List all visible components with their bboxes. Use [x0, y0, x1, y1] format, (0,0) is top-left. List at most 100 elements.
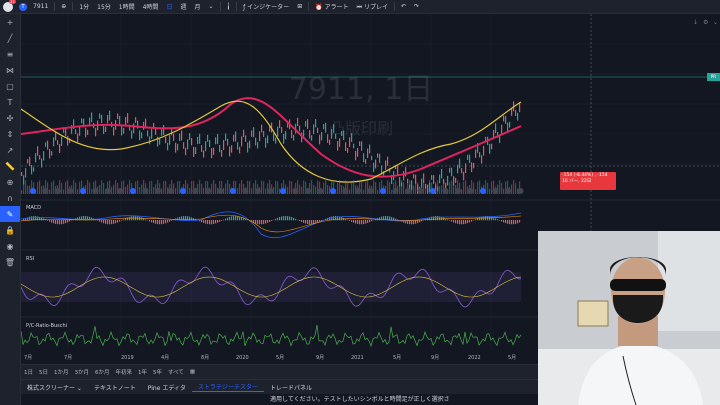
event-marker[interactable] [330, 188, 336, 194]
event-marker[interactable] [142, 188, 149, 194]
redo-icon[interactable]: ↷ [413, 3, 420, 10]
event-marker[interactable] [417, 188, 424, 194]
user-avatar[interactable]: 11 [3, 0, 16, 12]
magnet-icon[interactable]: ∩ [7, 193, 13, 203]
range-all[interactable]: すべて [168, 370, 184, 376]
event-marker[interactable] [392, 188, 399, 194]
interval-1mo[interactable]: 月 [194, 4, 201, 11]
interval-1d[interactable]: 日 [166, 4, 173, 11]
range-3m[interactable]: 3か月 [74, 370, 90, 376]
range-6m[interactable]: 6か月 [95, 370, 110, 376]
settings-gear-icon[interactable]: ⚙ [703, 19, 708, 26]
prediction-tool-icon[interactable]: ✣ [6, 113, 14, 123]
event-marker[interactable] [117, 188, 124, 194]
layout-grid-icon[interactable]: ⊞ [297, 3, 303, 10]
event-marker[interactable] [67, 188, 74, 194]
event-marker[interactable] [217, 188, 224, 194]
event-marker[interactable] [105, 188, 111, 194]
event-marker[interactable] [130, 188, 136, 194]
macd-bar [439, 216, 441, 221]
event-marker[interactable] [442, 188, 449, 194]
event-marker[interactable] [280, 188, 286, 194]
event-marker[interactable] [192, 188, 199, 194]
candle [113, 127, 115, 136]
tab-screener[interactable]: 株式スクリーナー ⌄ [27, 384, 82, 392]
crosshair-tool-icon[interactable]: + [6, 17, 14, 27]
alert-button[interactable]: ⏰ アラート [315, 4, 349, 11]
event-marker[interactable] [380, 188, 386, 194]
event-marker[interactable] [492, 188, 499, 194]
zoom-in-icon[interactable]: ⊕ [6, 177, 14, 187]
event-marker[interactable] [367, 188, 374, 194]
trendline-tool-icon[interactable]: ╱ [7, 33, 13, 43]
event-marker[interactable] [355, 188, 361, 194]
lock-icon[interactable]: 🔒 [5, 225, 15, 235]
tab-trading-panel[interactable]: トレードパネル [269, 384, 312, 392]
compare-plus-icon[interactable]: ⊕ [61, 3, 67, 10]
ruler-tool-icon[interactable]: 📏 [5, 161, 15, 171]
measure-range-icon[interactable]: ⇕ [6, 129, 14, 139]
shape-tool-icon[interactable]: ▢ [6, 81, 14, 91]
candle [275, 137, 277, 144]
event-marker[interactable] [30, 188, 36, 194]
event-marker[interactable] [342, 188, 349, 194]
range-1y[interactable]: 1年 [138, 370, 148, 376]
candle [285, 131, 287, 140]
range-1m[interactable]: 1か月 [54, 370, 69, 376]
event-marker[interactable] [205, 188, 211, 194]
event-marker[interactable] [305, 188, 311, 194]
undo-icon[interactable]: ↶ [400, 3, 406, 10]
fib-tool-icon[interactable]: ≡ [6, 49, 14, 59]
visibility-eye-icon[interactable]: ◉ [6, 241, 14, 251]
event-marker[interactable] [430, 188, 436, 194]
macd-bar [239, 216, 241, 221]
event-marker[interactable] [167, 188, 174, 194]
text-tool-icon[interactable]: T [7, 97, 13, 107]
scroll-down-icon[interactable]: ↓ [693, 19, 698, 26]
event-marker[interactable] [255, 188, 261, 194]
tab-strategy-tester[interactable]: ストラテジーテスター [191, 382, 264, 392]
brush-tool-icon[interactable]: ↗ [6, 145, 14, 155]
event-marker[interactable] [467, 188, 474, 194]
event-marker[interactable] [80, 188, 86, 194]
range-5y[interactable]: 5年 [153, 370, 163, 376]
pattern-tool-icon[interactable]: ⋈ [6, 65, 14, 75]
event-marker[interactable] [455, 188, 461, 194]
event-marker[interactable] [42, 188, 49, 194]
range-ytd[interactable]: 年初来 [115, 370, 133, 376]
stay-drawing-icon[interactable]: ✎ [0, 206, 20, 222]
symbol-search[interactable]: T 7911 [19, 2, 52, 11]
event-marker[interactable] [292, 188, 299, 194]
event-marker[interactable] [92, 188, 99, 194]
event-marker[interactable] [267, 188, 274, 194]
event-marker[interactable] [317, 188, 324, 194]
calendar-icon[interactable]: ▦ [189, 369, 196, 375]
indicators-button[interactable]: ƒ インジケーター [243, 4, 290, 11]
tab-pine-editor[interactable]: Pine エディタ [147, 384, 186, 392]
interval-4h[interactable]: 4時間 [142, 4, 159, 11]
event-marker[interactable] [405, 188, 411, 194]
tab-text-notes[interactable]: テキストノート [93, 384, 136, 392]
event-marker[interactable] [180, 188, 186, 194]
trash-icon[interactable]: 🗑 [4, 257, 16, 267]
event-marker[interactable] [517, 188, 524, 194]
volume-bar [319, 181, 321, 194]
event-marker[interactable] [155, 188, 161, 194]
replay-button[interactable]: ⏮ リプレイ [356, 3, 388, 11]
range-5d[interactable]: 5日 [39, 370, 48, 376]
candle-type-icon[interactable]: ╽ [226, 3, 231, 10]
event-marker[interactable] [242, 188, 249, 194]
macd-bar [179, 216, 181, 221]
interval-15m[interactable]: 15分 [97, 4, 111, 11]
macd-bar [217, 220, 219, 223]
interval-1m[interactable]: 1分 [79, 4, 90, 11]
interval-dropdown-icon[interactable]: ⌄ [208, 3, 214, 10]
event-marker[interactable] [505, 188, 511, 194]
chevron-down-icon[interactable]: ⌄ [713, 19, 718, 26]
interval-1h[interactable]: 1時間 [118, 4, 135, 11]
interval-1w[interactable]: 週 [180, 4, 187, 11]
event-marker[interactable] [230, 188, 236, 194]
event-marker[interactable] [55, 188, 61, 194]
range-1d[interactable]: 1日 [24, 370, 33, 376]
event-marker[interactable] [480, 188, 486, 194]
